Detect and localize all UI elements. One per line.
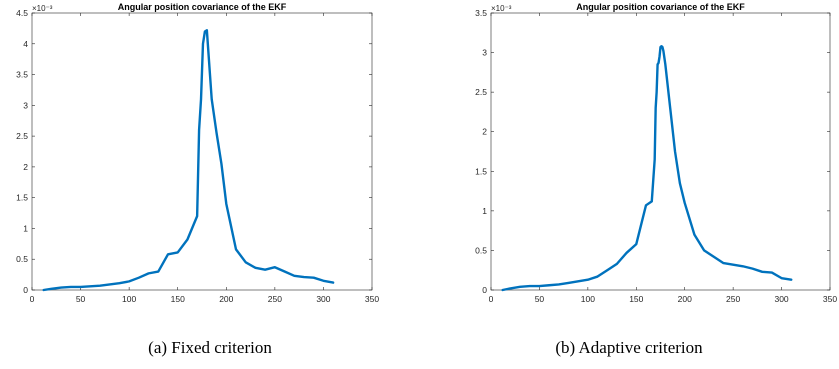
y-tick-label: 0.5: [16, 254, 28, 264]
x-tick-label: 100: [122, 294, 136, 304]
y-tick-label: 1: [23, 223, 28, 233]
chart-fixed: 0 50 100 150 200 250 300 350 0 0.5 1 1.5 2 2.5 3 3.5 4 4.…: [16, 2, 379, 304]
y-tick-label: 0: [23, 285, 28, 295]
y-tick-label: 2: [482, 127, 487, 137]
x-tick-label: 300: [316, 294, 330, 304]
y-tick-label: 2.5: [475, 87, 487, 97]
x-tick-label: 0: [489, 294, 494, 304]
x-tick-label: 100: [581, 294, 595, 304]
chart-title: Angular position covariance of the EKF: [118, 2, 287, 12]
x-tick-label: 350: [823, 294, 837, 304]
y-tick-label: 1.5: [16, 193, 28, 203]
y-tick-label: 2: [23, 162, 28, 172]
x-tick-label: 0: [30, 294, 35, 304]
x-tick-label: 200: [678, 294, 692, 304]
x-tick-label: 50: [535, 294, 545, 304]
caption-adaptive-criterion: (b) Adaptive criterion: [555, 338, 703, 357]
y-tick-label: 3.5: [475, 8, 487, 18]
series-line: [42, 29, 335, 292]
y-tick-label: 3: [482, 48, 487, 58]
plot-area: [490, 12, 831, 291]
y-tick-label: 1: [482, 206, 487, 216]
y-tick-label: 4: [23, 39, 28, 49]
chart-title: Angular position covariance of the EKF: [576, 2, 745, 12]
x-tick-label: 150: [171, 294, 185, 304]
y-tick-label: 2.5: [16, 131, 28, 141]
chart-adaptive: 0 50 100 150 200 250 300 350 0 0.5 1 1.5 2 2.5 3 3.5 ×10…: [475, 2, 837, 304]
y-tick-label: 3.5: [16, 70, 28, 80]
x-tick-label: 300: [774, 294, 788, 304]
x-tick-label: 150: [629, 294, 643, 304]
x-tick-label: 250: [726, 294, 740, 304]
y-tick-label: 4.5: [16, 8, 28, 18]
series-line: [501, 45, 793, 292]
y-tick-label: 0: [482, 285, 487, 295]
x-tick-label: 200: [219, 294, 233, 304]
caption-fixed-criterion: (a) Fixed criterion: [148, 338, 272, 357]
y-tick-label: 0.5: [475, 245, 487, 255]
x-tick-label: 250: [268, 294, 282, 304]
y-exponent-label: ×10⁻³: [491, 4, 512, 13]
y-exponent-label: ×10⁻³: [32, 4, 53, 13]
x-tick-label: 50: [76, 294, 86, 304]
y-tick-label: 3: [23, 100, 28, 110]
y-tick-label: 1.5: [475, 166, 487, 176]
x-tick-label: 350: [365, 294, 379, 304]
